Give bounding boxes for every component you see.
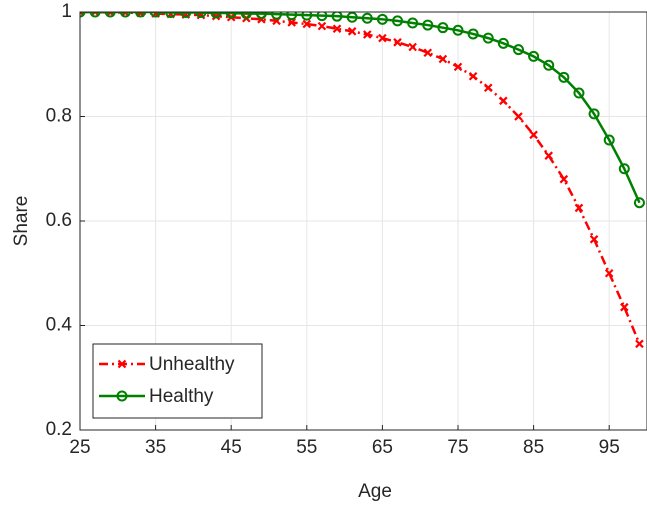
marker: [117, 359, 127, 369]
series-line: [80, 12, 641, 345]
x-axis-label: Age: [358, 481, 392, 502]
marker: [512, 44, 524, 56]
x-tick-label: 65: [372, 437, 393, 458]
marker: [363, 30, 372, 39]
x-tick-label: 45: [221, 437, 242, 458]
marker: [119, 12, 131, 18]
y-tick-label: 0.6: [46, 210, 72, 231]
marker: [286, 12, 298, 21]
marker: [483, 83, 493, 93]
marker: [573, 87, 585, 99]
marker: [287, 18, 296, 27]
marker: [210, 12, 222, 19]
marker: [618, 163, 630, 175]
series-group: [80, 12, 645, 349]
marker: [378, 33, 387, 43]
marker: [393, 38, 402, 47]
marker: [301, 12, 313, 21]
marker: [392, 15, 404, 27]
marker: [529, 130, 538, 140]
x-tick-label: 85: [523, 437, 544, 458]
marker: [482, 32, 494, 44]
legend-box: [92, 343, 263, 419]
x-tick-label: 55: [296, 437, 317, 458]
x-tick-label: 25: [69, 437, 90, 458]
marker: [437, 22, 449, 34]
grid: [79, 11, 647, 431]
marker: [559, 174, 569, 184]
marker: [408, 42, 417, 52]
marker: [589, 235, 599, 244]
marker: [497, 37, 509, 49]
y-tick-label: 0.4: [46, 315, 73, 336]
x-tick-label: 35: [145, 437, 166, 458]
marker: [544, 151, 553, 160]
marker: [346, 12, 358, 23]
series-line: [80, 12, 641, 204]
marker: [150, 12, 162, 18]
marker: [89, 12, 101, 18]
marker: [255, 12, 267, 20]
marker: [104, 12, 116, 18]
marker: [633, 197, 645, 209]
marker: [317, 21, 327, 31]
marker: [331, 12, 343, 22]
legend-label: Unhealthy: [149, 354, 235, 375]
marker: [499, 96, 508, 106]
marker: [376, 13, 388, 25]
marker: [635, 339, 644, 349]
marker: [620, 302, 629, 312]
y-axis-label: Share: [11, 196, 32, 247]
marker: [468, 71, 478, 81]
marker: [225, 12, 237, 19]
marker: [180, 12, 192, 19]
marker: [165, 12, 177, 19]
marker: [80, 12, 85, 17]
marker: [134, 12, 146, 18]
marker: [407, 17, 419, 29]
marker: [116, 390, 128, 402]
marker: [90, 12, 100, 17]
legend-label: Healthy: [149, 386, 214, 407]
marker: [528, 50, 540, 62]
marker: [195, 12, 207, 19]
marker: [543, 59, 555, 71]
marker: [467, 28, 479, 40]
x-tick-label: 95: [599, 437, 620, 458]
x-tick-label: 75: [447, 437, 468, 458]
marker: [574, 203, 584, 213]
marker: [588, 108, 600, 120]
marker: [302, 19, 312, 29]
marker: [316, 12, 328, 22]
marker: [514, 112, 523, 121]
y-tick-label: 1: [61, 1, 72, 22]
marker: [240, 12, 252, 20]
marker: [423, 48, 433, 58]
marker: [422, 19, 434, 31]
marker: [271, 12, 283, 20]
marker: [603, 134, 615, 146]
marker: [604, 268, 614, 278]
marker: [438, 54, 448, 64]
marker: [332, 24, 342, 33]
y-tick-label: 0.8: [46, 106, 72, 127]
y-tick-label: 0.2: [46, 419, 72, 440]
marker: [558, 71, 570, 83]
marker: [453, 62, 463, 72]
marker: [361, 12, 373, 24]
marker: [452, 24, 464, 36]
legend: Unhealthy Healthy: [92, 343, 263, 419]
marker: [347, 27, 357, 36]
